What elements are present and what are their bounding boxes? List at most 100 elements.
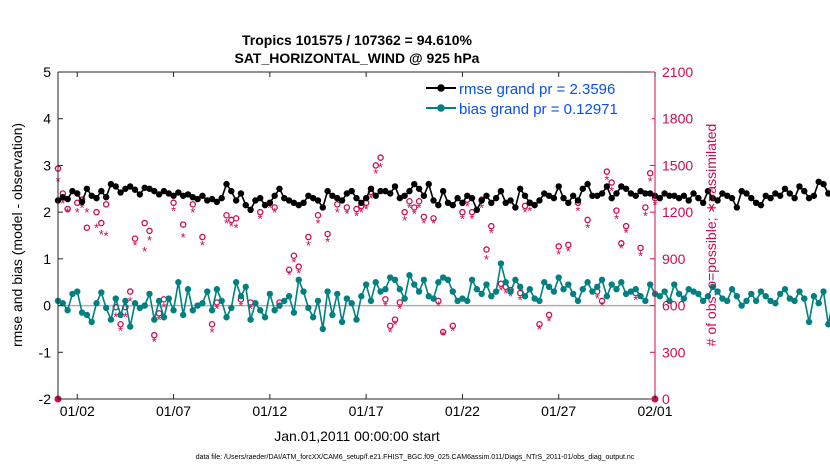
x-tick-label: 02/01: [637, 403, 672, 419]
bias-point: [767, 297, 774, 305]
rmse-point: [93, 194, 100, 202]
obs-assimilated-point: *: [441, 328, 446, 343]
obs-assimilated-point: *: [479, 200, 484, 215]
rmse-point: [709, 194, 716, 202]
bias-point: [411, 281, 418, 288]
rmse-point: [218, 194, 225, 202]
bias-point: [425, 293, 432, 300]
bias-point: [728, 286, 736, 293]
y-right-tick-label: 900: [662, 251, 686, 267]
bias-point: [781, 286, 789, 293]
bias-point: [155, 297, 163, 305]
rmse-point: [401, 192, 408, 199]
obs-assimilated-point: *: [147, 233, 152, 248]
rmse-point: [598, 190, 606, 197]
obs-assimilated-point: *: [80, 200, 85, 215]
bias-point: [208, 307, 216, 314]
obs-assimilated-point: *: [383, 299, 388, 314]
legend: rmse grand pr = 2.3596 bias grand pr = 0…: [420, 77, 652, 119]
obs-possible-point: [295, 263, 302, 270]
bias-point: [632, 286, 639, 293]
obs-assimilated-point: *: [397, 302, 402, 317]
obs-assimilated-point: *: [171, 204, 176, 219]
bias-point: [560, 286, 567, 293]
bias-point: [545, 283, 553, 291]
rmse-point: [781, 185, 789, 192]
y-left-tick-label: 4: [43, 111, 51, 127]
rmse-point: [820, 180, 827, 188]
bias-point: [228, 304, 235, 312]
rmse-point: [680, 192, 688, 199]
bias-point: [261, 314, 269, 321]
rmse-point: [579, 185, 586, 192]
rmse-point: [815, 178, 822, 185]
y-right-tick-label: 2100: [662, 64, 693, 80]
y-right-tick-label: 300: [662, 344, 686, 360]
rmse-point: [102, 193, 110, 201]
bias-point: [232, 279, 240, 286]
obs-assimilated-point: *: [229, 219, 234, 234]
obs-assimilated-point: *: [388, 325, 393, 340]
bias-point: [59, 300, 67, 307]
rmse-point: [247, 206, 254, 214]
rmse-point: [512, 204, 519, 211]
rmse-point: [738, 187, 745, 195]
bias-point: [64, 307, 71, 314]
bias-point: [589, 288, 596, 295]
bias-point: [801, 295, 808, 302]
obs-assimilated-point: *: [272, 205, 277, 220]
rmse-point: [151, 187, 158, 195]
rmse-point: [420, 192, 428, 199]
x-tick-label: 01/07: [156, 403, 191, 419]
rmse-point: [483, 192, 490, 199]
obs-possible-point: [98, 219, 105, 227]
obs-possible-point: [545, 311, 553, 319]
rmse-point: [531, 201, 538, 209]
legend-bias-marker: [437, 104, 445, 112]
bias-point: [685, 286, 692, 293]
bias-point: [642, 297, 649, 305]
obs-possible-point: [343, 204, 351, 211]
rmse-point: [199, 192, 206, 199]
bias-point: [252, 300, 259, 307]
obs-assimilated-point: *: [161, 300, 166, 315]
obs-possible-point: [117, 321, 124, 328]
y-left-tick-label: 2: [43, 204, 51, 220]
obs-assimilated-point: *: [638, 249, 643, 264]
obs-assimilated-point: *: [604, 172, 609, 187]
obs-assimilated-point: *: [566, 244, 571, 259]
bias-point: [247, 316, 254, 323]
bias-point: [550, 288, 558, 295]
rmse-point: [300, 199, 307, 206]
obs-assimilated-point: *: [94, 221, 99, 236]
x-axis-label: Jan.01,2011 00:00:00 start: [274, 428, 440, 444]
rmse-point: [78, 198, 86, 206]
rmse-point: [791, 194, 798, 202]
obs-possible-point: [324, 230, 331, 238]
bias-point: [194, 302, 201, 309]
obs-assimilated-point: *: [489, 225, 494, 240]
obs-assimilated-point: *: [113, 309, 118, 324]
bias-point: [569, 290, 577, 298]
rmse-point: [74, 190, 81, 197]
obs-possible-point: [430, 215, 437, 222]
obs-possible-point: [333, 201, 341, 208]
bias-point: [305, 304, 312, 312]
rmse-point: [338, 197, 346, 204]
rmse-point: [516, 185, 524, 192]
obs-assimilated-point: *: [234, 221, 239, 236]
bias-point: [608, 281, 615, 288]
obs-possible-point: [391, 316, 399, 323]
rmse-point: [329, 192, 336, 199]
bias-point: [757, 288, 765, 295]
rmse-point: [237, 190, 245, 197]
bias-point: [314, 297, 322, 305]
bias-point: [483, 281, 490, 288]
rmse-point: [430, 197, 437, 204]
rmse-point: [281, 194, 288, 202]
obs-assimilated-point: *: [224, 216, 229, 231]
obs-assimilated-point: *: [248, 302, 253, 317]
rmse-point: [127, 183, 134, 190]
bias-point: [627, 288, 635, 295]
obs-assimilated-point: *: [214, 302, 219, 317]
